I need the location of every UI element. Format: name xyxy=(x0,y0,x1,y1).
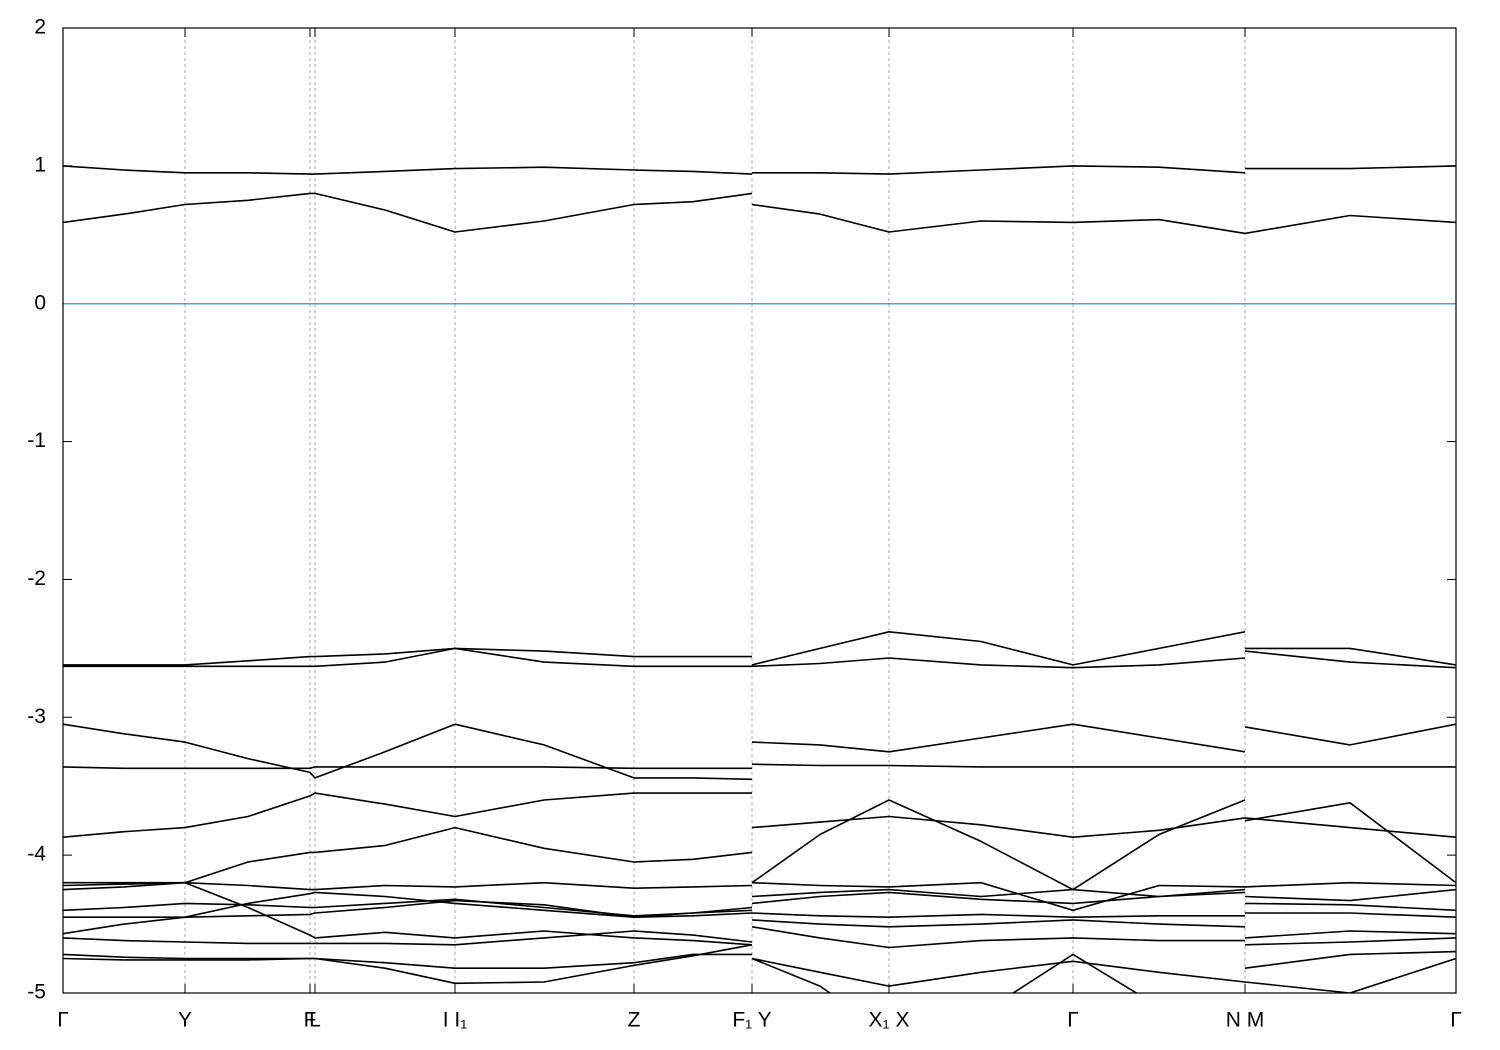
x-tick-label: X₁ X xyxy=(869,1009,910,1032)
x-tick-label: Y xyxy=(178,1009,192,1032)
x-tick-label: Z xyxy=(628,1009,641,1032)
band-line xyxy=(63,647,1456,669)
band-line xyxy=(63,631,1456,666)
band-line xyxy=(63,799,1456,891)
x-tick-label: L xyxy=(309,1009,321,1032)
band-line xyxy=(63,891,1456,939)
bands xyxy=(63,165,1456,993)
band-line xyxy=(63,926,1456,949)
band-line xyxy=(63,192,1456,235)
y-tick-label: -5 xyxy=(27,981,46,1004)
y-tick-label: 0 xyxy=(34,291,46,314)
band-line xyxy=(63,165,1456,175)
band-line xyxy=(63,723,1456,781)
x-tick-label: Γ xyxy=(57,1009,69,1032)
y-tick-label: -4 xyxy=(27,843,46,866)
band-line xyxy=(63,792,1456,838)
x-tick-label: I I₁ xyxy=(443,1009,468,1032)
y-tick-label: 2 xyxy=(34,16,46,39)
x-tick-label: F₁ Y xyxy=(732,1009,771,1032)
band-line xyxy=(63,944,1456,993)
y-tick-label: -1 xyxy=(27,429,46,452)
x-tick-label: Γ xyxy=(1067,1009,1079,1032)
plot-frame xyxy=(62,27,1457,994)
y-tick-label: -2 xyxy=(27,567,46,590)
band-line xyxy=(63,888,1456,917)
x-tick-label: Γ xyxy=(1450,1009,1462,1032)
y-tick-label: 1 xyxy=(34,153,46,176)
x-tick-label: N M xyxy=(1226,1009,1265,1032)
band-line xyxy=(63,763,1456,770)
y-tick-label: -3 xyxy=(27,705,46,728)
x-tick-label: F xyxy=(304,1009,317,1032)
band-line xyxy=(63,953,1456,993)
